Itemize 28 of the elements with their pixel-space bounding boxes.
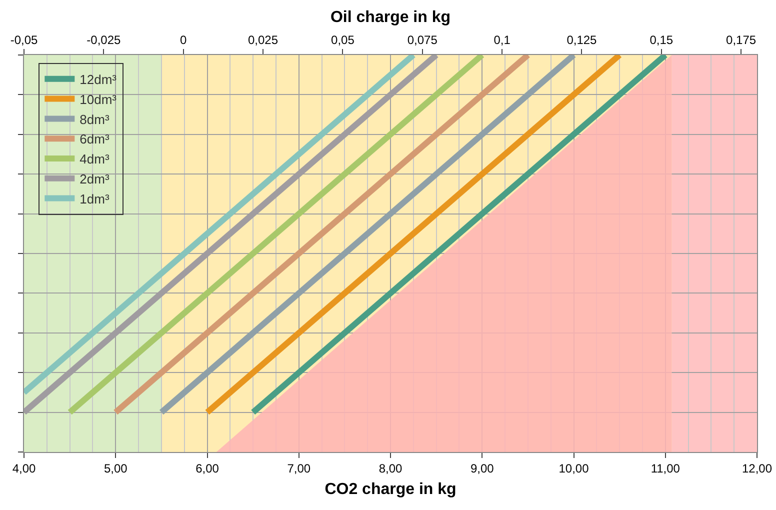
x2-tick-label: 0,175 [726, 33, 756, 48]
x2-tick-label: 0,125 [566, 33, 598, 48]
x2-tick-label: 0 [180, 33, 188, 48]
legend-label: 1dm³ [80, 191, 110, 206]
legend-label: 2dm³ [80, 171, 110, 186]
x2-axis-title: Oil charge in kg [330, 9, 451, 26]
x2-tick-label: 0,025 [248, 33, 278, 48]
x-tick-label: 10,00 [558, 461, 590, 476]
x-tick-label: 6,00 [196, 461, 220, 476]
x2-tick-label: 0,075 [407, 33, 438, 48]
x-tick-label: 5,00 [104, 461, 128, 476]
x2-tick-label: -0,025 [86, 33, 122, 48]
legend-label: 4dm³ [80, 152, 110, 167]
x2-tick-label: 0,1 [494, 33, 511, 48]
legend-label: 8dm³ [80, 112, 110, 127]
x-axis-title: CO2 charge in kg [324, 481, 456, 498]
x-tick-label: 12,00 [742, 461, 772, 476]
x-tick-label: 9,00 [470, 461, 494, 476]
x-tick-label: 8,00 [378, 461, 402, 476]
legend-label: 6dm³ [80, 132, 110, 147]
x2-tick-label: 0,05 [331, 33, 355, 48]
legend-label: 12dm³ [80, 72, 118, 87]
x-tick-label: 7,00 [287, 461, 311, 476]
x-tick-label: 4,00 [12, 461, 36, 476]
x-tick-label: 11,00 [650, 461, 680, 476]
legend-label: 10dm³ [80, 92, 118, 107]
x2-tick-label: -0,05 [10, 33, 38, 48]
x2-tick-label: 0,15 [650, 33, 674, 48]
